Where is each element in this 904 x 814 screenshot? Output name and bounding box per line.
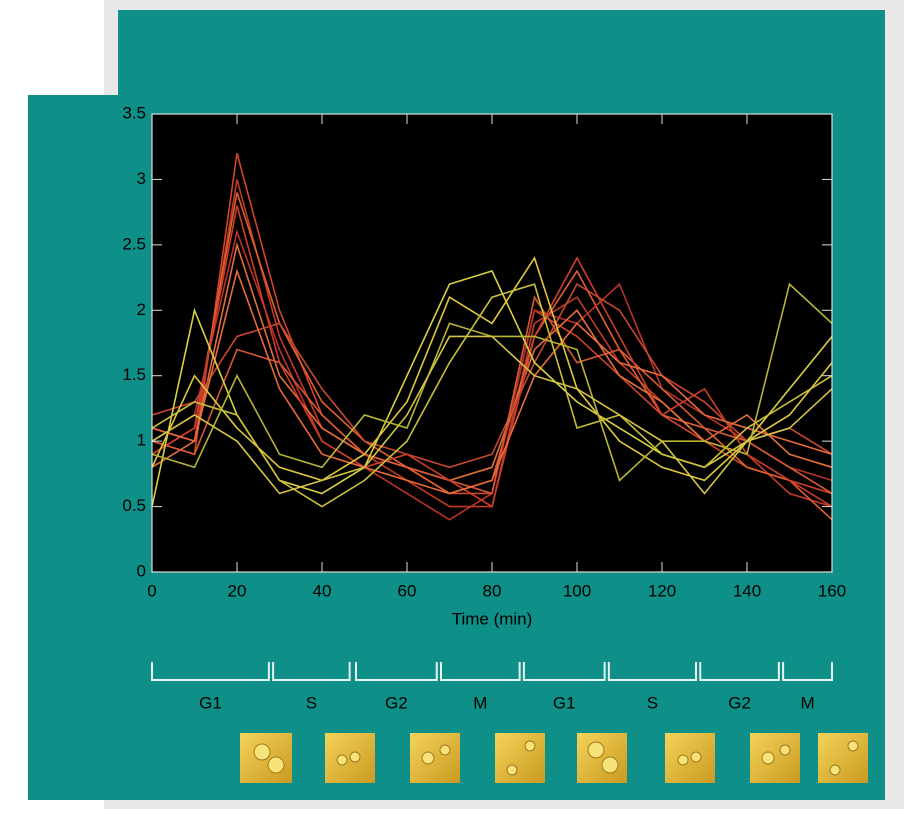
cell: [268, 757, 284, 773]
x-tick-label: 160: [818, 581, 846, 600]
x-tick-label: 0: [147, 581, 156, 600]
cell-image: [750, 733, 800, 783]
y-tick-label: 1.5: [122, 365, 146, 384]
cell: [525, 741, 535, 751]
cell: [678, 755, 688, 765]
cell-image: [410, 733, 460, 783]
cell: [830, 765, 840, 775]
phase-label: G1: [199, 693, 222, 712]
x-tick-label: 100: [563, 581, 591, 600]
cell: [422, 752, 434, 764]
cell: [848, 741, 858, 751]
cell: [780, 745, 790, 755]
y-tick-label: 0.5: [122, 496, 146, 515]
phase-label: S: [306, 693, 317, 712]
phase-label: S: [647, 693, 658, 712]
x-tick-label: 140: [733, 581, 761, 600]
chart: Time (min) 0 20 40 60 80 100 120 140 160 0 0.5 1 1.5…: [0, 0, 904, 809]
cell: [440, 745, 450, 755]
cell: [350, 752, 360, 762]
x-tick-label: 60: [398, 581, 417, 600]
cell-image: [665, 733, 715, 783]
phase-label: M: [473, 693, 487, 712]
x-tick-label: 120: [648, 581, 676, 600]
cell: [588, 742, 604, 758]
panel-tab: [118, 10, 885, 100]
y-tick-label: 1: [137, 431, 146, 450]
x-axis-label: Time (min): [452, 609, 533, 628]
y-tick-label: 0: [137, 561, 146, 580]
cell: [254, 744, 270, 760]
phase-label: G2: [728, 693, 751, 712]
cell: [337, 755, 347, 765]
x-tick-label: 20: [228, 581, 247, 600]
y-tick-label: 2.5: [122, 234, 146, 253]
phase-label: G2: [385, 693, 408, 712]
phase-label: M: [800, 693, 814, 712]
phase-label: G1: [553, 693, 576, 712]
cell: [762, 752, 774, 764]
y-tick-label: 3.5: [122, 103, 146, 122]
cell-image: [577, 733, 627, 783]
cell-image: [495, 733, 545, 783]
cell: [691, 752, 701, 762]
y-tick-label: 2: [137, 300, 146, 319]
cell-image: [818, 733, 868, 783]
y-tick-label: 3: [137, 169, 146, 188]
cell: [507, 765, 517, 775]
x-tick-label: 40: [313, 581, 332, 600]
cell: [602, 757, 618, 773]
x-tick-label: 80: [483, 581, 502, 600]
page: Time (min) 0 20 40 60 80 100 120 140 160 0 0.5 1 1.5…: [0, 0, 904, 814]
